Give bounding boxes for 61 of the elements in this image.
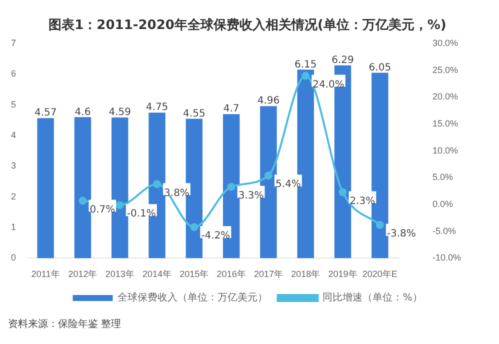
data-label: 4.59 [108,107,132,118]
data-label: 4.6 [74,106,91,118]
x-tick-label: 2020年E [362,269,398,280]
chart-title: 图表1：2011-2020年全球保费收入相关情况(单位：万亿美元，%) [48,17,446,34]
data-label: 6.15 [294,59,317,70]
y-tick-label: 7 [10,38,16,48]
x-tick-label: 2017年 [254,269,283,280]
x-tick-label: 2011年 [31,269,60,280]
y2-tick-label: 0.0% [432,199,453,210]
x-tick-label: 2015年 [180,269,209,280]
y-tick-label: 0 [10,252,16,263]
data-label: -4.2% [201,230,230,242]
point [264,172,272,180]
y-tick-label: 3 [10,160,16,171]
point [153,180,162,188]
y2-tick-label: 15.0% [432,118,458,129]
y2-tick-label: 25.0% [432,64,458,75]
data-label: 4.75 [146,102,168,114]
bar [37,118,54,258]
y-tick-label: 4 [10,130,16,140]
data-label: 4.7 [223,104,240,115]
x-tick-label: 2018年 [291,269,320,280]
x-tick-label: 2013年 [105,269,134,280]
y2-tick-label: -5.0% [432,226,456,236]
x-tick-label: 2014年 [142,269,172,280]
data-label: 4.55 [183,108,206,120]
data-label: 6.29 [332,54,354,66]
y-tick-label: 2 [10,191,16,202]
bar [74,117,92,258]
data-label: 4.96 [257,96,280,107]
data-label: -3.8% [386,228,416,240]
point [376,220,384,229]
point [227,182,236,191]
data-label: 24.0% [312,79,344,90]
legend-label: 同比增速（单位：%） [322,292,422,304]
text: 资料来源：保险年鉴 整理 [8,318,122,331]
y-tick-label: 5 [10,99,16,110]
y2-tick-label: 30.0% [432,38,458,48]
legend-label: 全球保费收入（单位：万亿美元） [118,292,268,304]
x-tick-label: 2019年 [328,269,358,280]
y2-tick-label: -10.0% [432,252,462,263]
x-tick-label: 2016年 [216,269,246,280]
y2-tick-label: 10.0% [432,145,458,156]
y-tick-label: 1 [10,222,16,232]
data-label: 3.3% [238,190,264,202]
point [116,201,124,210]
data-label: 2.3% [350,196,376,207]
y2-tick-label: 20.0% [432,92,458,102]
data-label: 0.7% [90,204,116,216]
point [190,223,198,232]
point [78,196,87,205]
data-label: -0.1% [126,208,156,220]
x-tick-label: 2012年 [68,269,98,280]
y-tick-label: 6 [10,68,16,79]
point [302,72,310,80]
point [338,188,347,196]
y2-tick-label: 5.0% [432,172,453,182]
data-label: 3.8% [164,188,190,199]
data-label: 6.05 [368,62,392,74]
data-label: 4.57 [34,108,57,119]
data-label: 5.4% [275,179,301,190]
